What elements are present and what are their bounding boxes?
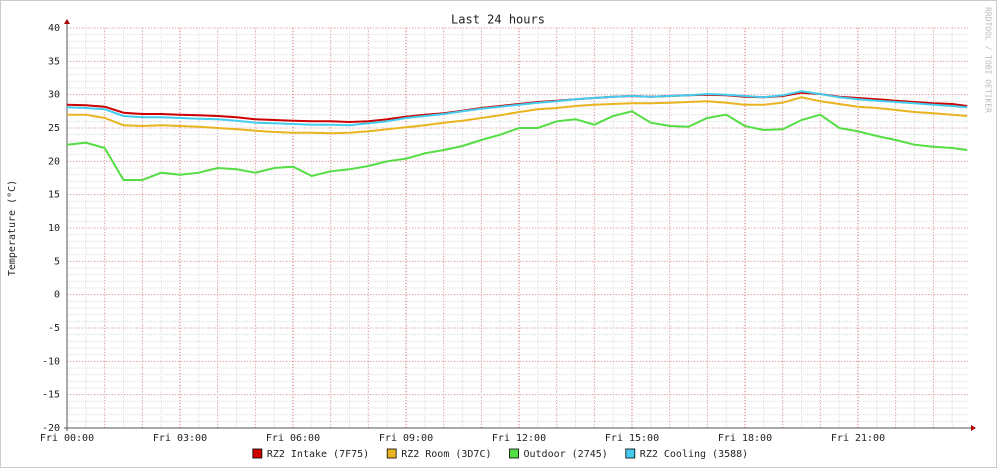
x-tick-label: Fri 03:00 — [153, 433, 207, 444]
y-tick-label: -20 — [42, 423, 60, 434]
legend-label: RZ2 Room (3D7C) — [401, 449, 491, 460]
y-tick-label: 15 — [48, 190, 60, 201]
y-tick-label: -10 — [42, 356, 60, 367]
y-tick-label: 20 — [48, 156, 60, 167]
legend-label: Outdoor (2745) — [524, 449, 608, 460]
x-tick-label: Fri 18:00 — [718, 433, 772, 444]
legend-swatch — [386, 448, 397, 459]
series-line — [66, 110, 968, 181]
legend-swatch — [252, 448, 263, 459]
x-tick-label: Fri 21:00 — [831, 433, 885, 444]
x-tick-label: Fri 09:00 — [379, 433, 433, 444]
x-tick-label: Fri 12:00 — [492, 433, 546, 444]
chart-title: Last 24 hours — [451, 13, 545, 27]
series-line — [66, 90, 968, 127]
x-tick-label: Fri 15:00 — [605, 433, 659, 444]
watermark: RRDTOOL / TOBI OETIKER — [984, 7, 993, 113]
y-axis-label: Temperature (°C) — [7, 180, 18, 276]
axis-arrow — [64, 19, 70, 24]
x-tick-label: Fri 06:00 — [266, 433, 320, 444]
y-tick-label: 35 — [48, 56, 60, 67]
legend-swatch — [625, 448, 636, 459]
axis-arrow — [971, 425, 976, 431]
legend-label: RZ2 Intake (7F75) — [267, 449, 369, 460]
y-tick-label: -5 — [48, 323, 60, 334]
y-tick-label: 0 — [54, 290, 60, 301]
y-tick-label: 25 — [48, 123, 60, 134]
y-tick-label: 40 — [48, 23, 60, 34]
x-tick-label: Fri 00:00 — [40, 433, 94, 444]
legend-swatch — [509, 448, 519, 459]
legend: RZ2 Intake (7F75) RZ2 Room (3D7C) Outdoor … — [252, 448, 748, 460]
y-tick-label: 30 — [48, 90, 60, 101]
plot — [66, 90, 968, 181]
y-tick-label: 10 — [48, 223, 60, 234]
y-tick-label: 5 — [54, 256, 60, 267]
y-tick-label: -15 — [42, 390, 60, 401]
series-line — [67, 96, 968, 135]
legend-label: RZ2 Cooling (3588) — [640, 449, 748, 460]
